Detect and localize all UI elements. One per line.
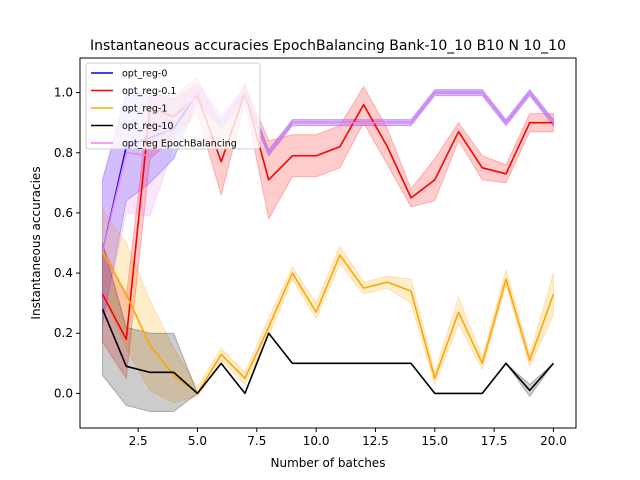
- x-tick-label: 7.5: [247, 434, 266, 448]
- line-opt-reg-1: [101, 251, 555, 395]
- band-opt-reg-1: [102, 208, 554, 403]
- plot-frame: [79, 57, 577, 429]
- x-axis: 2.5 5.0 7.5 10.0 12.5 15.0 17.5 20.0: [129, 428, 567, 448]
- legend-box: [85, 62, 261, 150]
- x-tick-label: 5.0: [188, 434, 207, 448]
- x-tick-label: 12.5: [362, 434, 389, 448]
- x-tick-label: 2.5: [129, 434, 148, 448]
- legend-label-opt-reg-epochbalancing: opt_reg EpochBalancing: [122, 139, 237, 150]
- legend-label-opt-reg-10: opt_reg-10: [122, 121, 173, 132]
- y-tick-label: 0.0: [54, 386, 73, 400]
- x-tick-label: 17.5: [481, 434, 508, 448]
- y-tick-label: 1.0: [54, 86, 73, 100]
- legend-label-opt-reg-0-1: opt_reg-0.1: [122, 86, 176, 97]
- line-opt-reg-10: [101, 308, 555, 395]
- legend-label-opt-reg-0: opt_reg-0: [122, 69, 167, 80]
- x-tick-label: 10.0: [303, 434, 330, 448]
- x-axis-label: Number of batches: [271, 456, 386, 470]
- y-tick-label: 0.6: [54, 206, 73, 220]
- y-tick-label: 0.8: [54, 146, 73, 160]
- y-tick-label: 0.4: [54, 266, 73, 280]
- y-axis: 0.0 0.2 0.4 0.6 0.8 1.0: [54, 86, 80, 400]
- legend-label-opt-reg-1: opt_reg-1: [122, 104, 167, 115]
- legend: opt_reg-0 opt_reg-0.1 opt_reg-1 opt_reg-10o…: [85, 62, 261, 150]
- y-axis-label: Instantaneous accuracies: [29, 166, 43, 319]
- chart-title: Instantaneous accuracies EpochBalancing …: [90, 38, 566, 54]
- x-tick-label: 20.0: [540, 434, 567, 448]
- y-tick-label: 0.2: [54, 326, 73, 340]
- x-tick-label: 15.0: [421, 434, 448, 448]
